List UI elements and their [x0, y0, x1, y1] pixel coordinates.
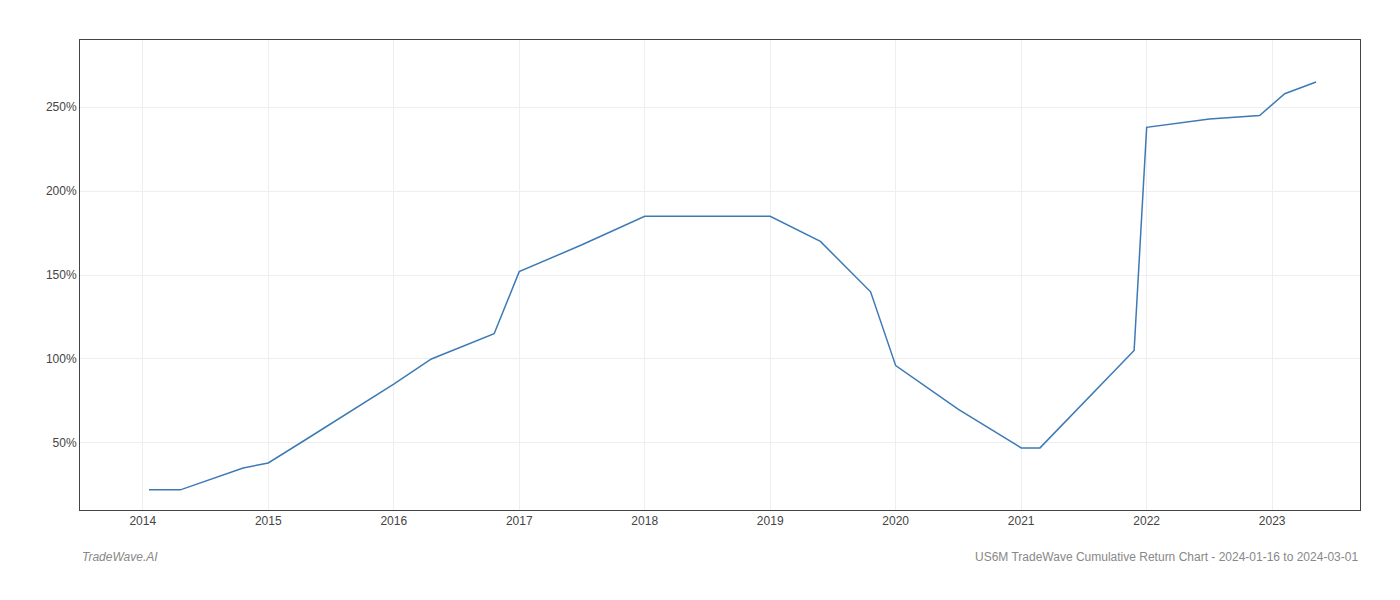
svg-text:2015: 2015: [255, 514, 282, 528]
svg-text:2023: 2023: [1259, 514, 1286, 528]
svg-text:200%: 200%: [46, 184, 77, 198]
svg-text:100%: 100%: [46, 352, 77, 366]
svg-text:2021: 2021: [1008, 514, 1035, 528]
svg-text:2019: 2019: [757, 514, 784, 528]
svg-text:2014: 2014: [129, 514, 156, 528]
svg-text:US6M TradeWave Cumulative Retu: US6M TradeWave Cumulative Return Chart -…: [975, 550, 1358, 564]
svg-text:2017: 2017: [506, 514, 533, 528]
svg-text:50%: 50%: [53, 436, 77, 450]
svg-text:150%: 150%: [46, 268, 77, 282]
svg-text:2022: 2022: [1133, 514, 1160, 528]
svg-text:2016: 2016: [380, 514, 407, 528]
svg-text:TradeWave.AI: TradeWave.AI: [82, 550, 158, 564]
svg-text:250%: 250%: [46, 100, 77, 114]
svg-text:2020: 2020: [882, 514, 909, 528]
svg-text:2018: 2018: [631, 514, 658, 528]
